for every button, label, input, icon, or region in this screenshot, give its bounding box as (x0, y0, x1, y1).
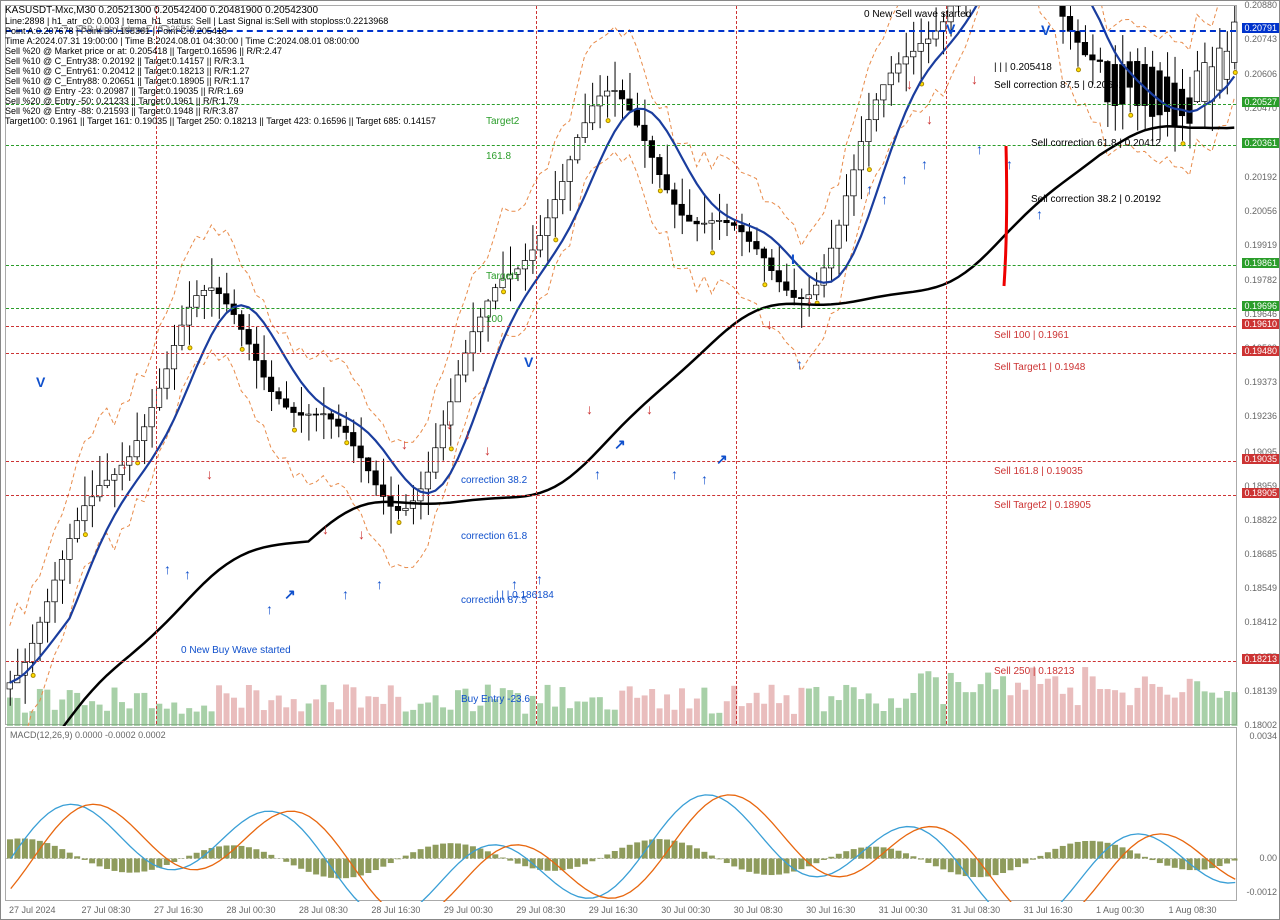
info-lines: Line:2898 | h1_atr_c0: 0.003 | tema_h1_s… (5, 16, 436, 126)
symbol-title: KASUSDT-Mxc,M30 0.20521300 0.20542400 0.… (5, 5, 436, 16)
chart-title-block: KASUSDT-Mxc,M30 0.20521300 0.20542400 0.… (5, 5, 436, 126)
macd-indicator-chart[interactable]: MACD(12,26,9) 0.0000 -0.0002 0.0002 (5, 727, 1237, 901)
macd-svg (6, 728, 1238, 902)
macd-title: MACD(12,26,9) 0.0000 -0.0002 0.0002 (10, 730, 166, 740)
chart-container: MARKETZ TRADE Target2161.8Target1100Sell… (0, 0, 1280, 920)
price-y-axis: 0.208800.207430.206060.204700.203330.201… (1237, 5, 1279, 725)
time-x-axis: 27 Jul 202427 Jul 08:3027 Jul 16:3028 Ju… (5, 899, 1237, 915)
macd-y-axis: 0.00340.00-0.0012 (1237, 727, 1279, 901)
